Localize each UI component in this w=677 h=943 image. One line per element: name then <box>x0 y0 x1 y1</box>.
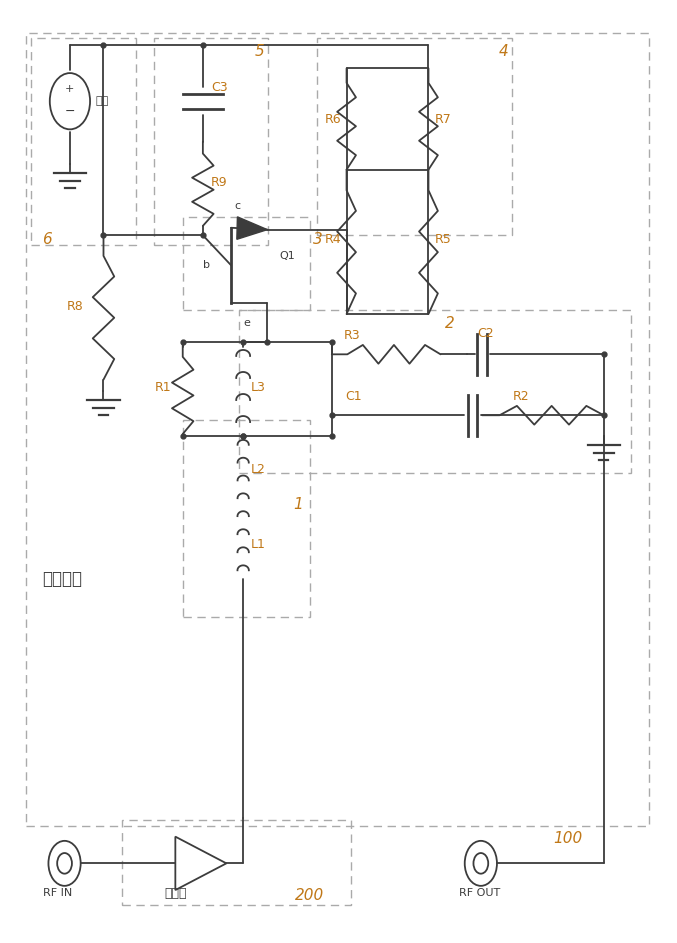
Text: 200: 200 <box>295 887 324 902</box>
Text: 1: 1 <box>293 497 303 512</box>
Text: R1: R1 <box>154 381 171 393</box>
Text: 6: 6 <box>42 232 51 246</box>
Text: RF IN: RF IN <box>43 888 72 899</box>
Text: C3: C3 <box>211 81 227 93</box>
Text: c: c <box>234 201 240 211</box>
Text: Q1: Q1 <box>280 251 295 261</box>
Text: e: e <box>243 319 250 328</box>
Text: 5: 5 <box>255 44 264 59</box>
Text: R9: R9 <box>211 176 227 190</box>
Text: RF OUT: RF OUT <box>460 888 500 899</box>
Text: −: − <box>65 106 75 119</box>
Text: b: b <box>203 260 210 271</box>
Text: C1: C1 <box>345 390 362 403</box>
Text: R8: R8 <box>66 300 83 313</box>
Text: 4: 4 <box>498 44 508 59</box>
Text: R6: R6 <box>325 113 342 126</box>
Text: L2: L2 <box>251 463 266 476</box>
Text: L3: L3 <box>251 381 266 393</box>
Text: L1: L1 <box>251 538 266 551</box>
Text: R2: R2 <box>513 390 529 403</box>
Text: 偏置电路: 偏置电路 <box>42 571 82 588</box>
Text: R7: R7 <box>435 113 452 126</box>
Text: 3: 3 <box>313 232 323 246</box>
Text: C2: C2 <box>477 327 494 340</box>
Text: 2: 2 <box>445 316 454 331</box>
Text: R4: R4 <box>325 233 342 245</box>
Text: R3: R3 <box>344 329 360 342</box>
Text: 直流: 直流 <box>95 96 109 107</box>
Polygon shape <box>237 217 267 240</box>
Text: +: + <box>65 84 74 94</box>
Text: 放大器: 放大器 <box>164 886 186 900</box>
Text: 100: 100 <box>553 832 583 847</box>
Text: R5: R5 <box>435 233 452 245</box>
